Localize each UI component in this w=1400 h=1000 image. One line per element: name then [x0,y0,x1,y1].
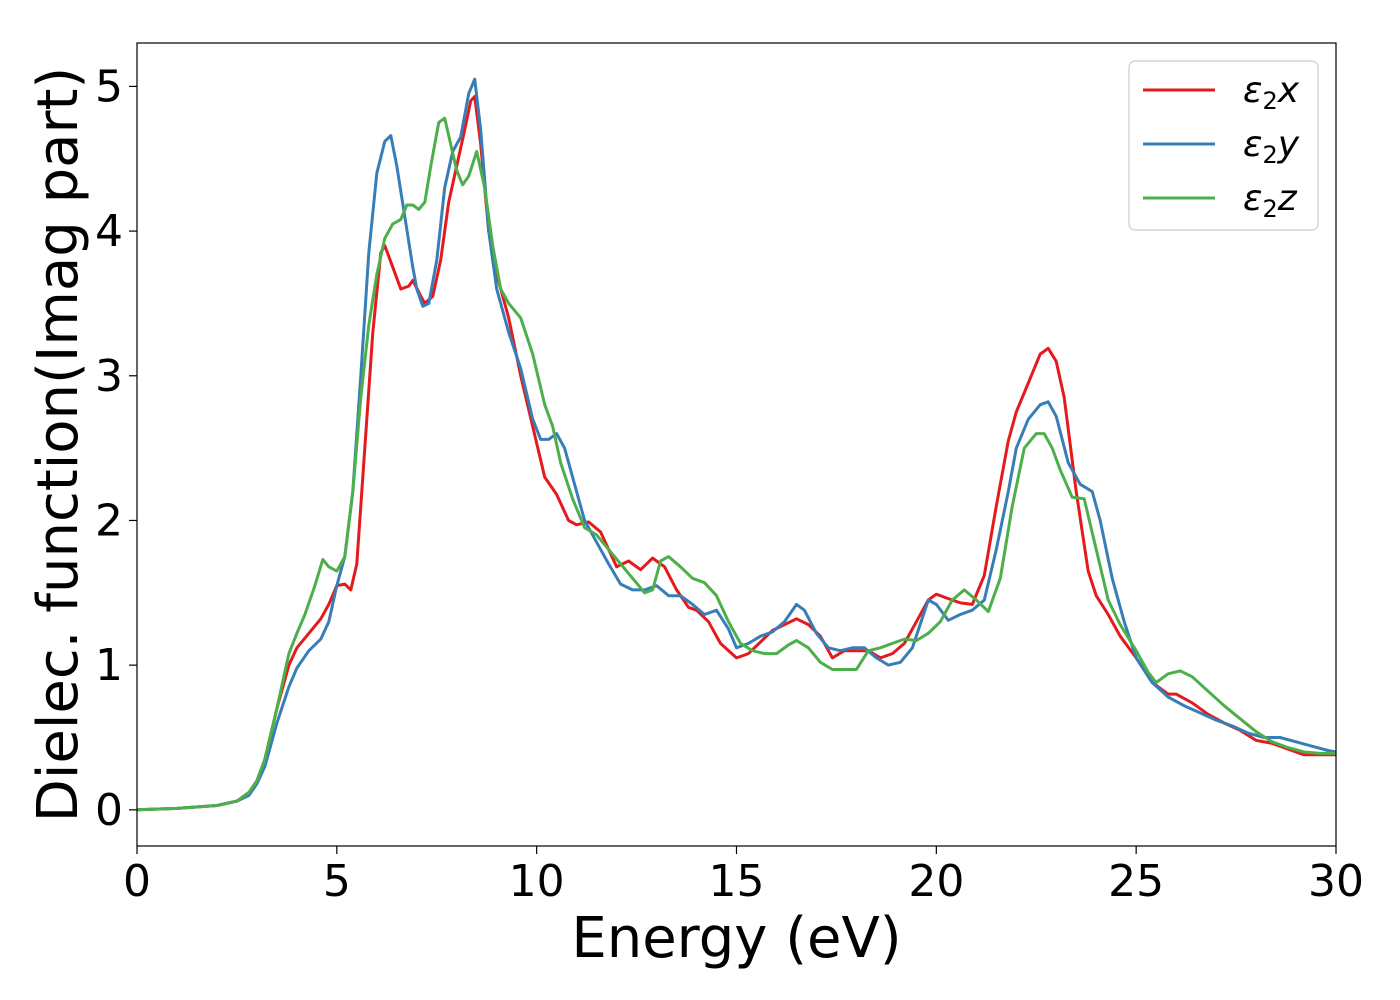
y-tick-label: 0 [95,785,123,836]
y-tick-label: 3 [95,351,123,402]
legend-label-1: ε2x [1243,70,1300,115]
x-axis: 0 5 10 15 20 25 30 [123,846,1364,907]
x-tick-label: 20 [908,856,964,907]
legend: ε2x ε2y ε2z [1128,60,1319,231]
y-tick-label: 5 [95,61,123,112]
legend-label-3: ε2z [1243,178,1298,223]
y-axis: 0 1 2 3 4 5 [95,61,137,836]
series-line-2 [137,77,1336,812]
y-axis-title: Dielec. function(Imag part) [26,67,91,823]
x-tick-label: 25 [1108,856,1164,907]
x-axis-title: Energy (eV) [571,906,901,971]
x-tick-label: 30 [1308,856,1364,907]
y-tick-label: 1 [95,640,123,691]
series-lines [137,77,1336,812]
legend-label-2: ε2y [1243,124,1300,169]
x-tick-label: 15 [709,856,765,907]
y-tick-label: 2 [95,495,123,546]
series-line-3 [137,116,1336,812]
legend-box [1128,60,1319,231]
x-tick-label: 10 [509,856,565,907]
x-tick-label: 0 [123,856,151,907]
y-tick-label: 4 [95,206,123,257]
x-tick-label: 5 [323,856,351,907]
